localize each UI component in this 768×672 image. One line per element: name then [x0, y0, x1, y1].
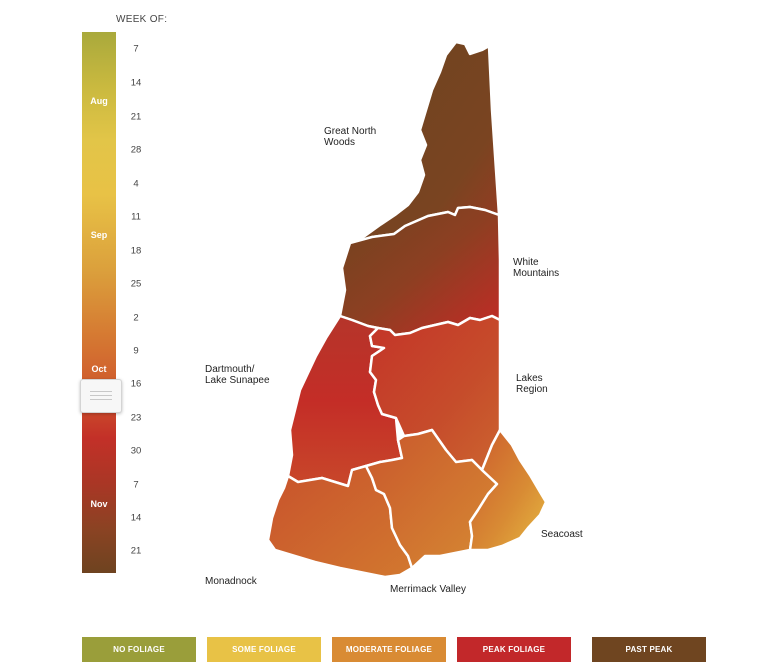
legend-past-peak[interactable]: PAST PEAK	[592, 637, 706, 662]
week-slider-thumb[interactable]	[80, 379, 122, 413]
label-white-mountains: White Mountains	[513, 257, 560, 279]
week-tick[interactable]: 30	[130, 445, 142, 457]
week-slider-track[interactable]: Aug Sep Oct Nov	[82, 32, 116, 573]
label-seacoast: Seacoast	[541, 529, 583, 540]
week-of-heading: WEEK OF:	[116, 14, 168, 25]
grip-line	[90, 395, 112, 396]
label-monadnock: Monadnock	[205, 576, 257, 587]
month-label-sep: Sep	[90, 230, 108, 240]
label-dartmouth-lake-sunapee: Dartmouth/Lake Sunapee	[205, 364, 270, 386]
week-tick[interactable]: 7	[133, 43, 139, 55]
week-tick[interactable]: 23	[130, 412, 142, 424]
month-label-oct: Oct	[91, 364, 107, 374]
region-white-mountains[interactable]	[338, 205, 502, 337]
week-tick[interactable]: 11	[131, 211, 141, 223]
month-label-nov: Nov	[90, 499, 108, 509]
legend-moderate-foliage[interactable]: MODERATE FOLIAGE	[332, 637, 446, 662]
week-tick[interactable]: 4	[133, 178, 139, 190]
week-tick[interactable]: 7	[133, 479, 139, 491]
label-merrimack-valley: Merrimack Valley	[390, 584, 466, 595]
week-tick[interactable]: 25	[130, 278, 142, 290]
week-tick[interactable]: 14	[130, 77, 142, 89]
region-seacoast[interactable]	[468, 428, 548, 552]
legend-peak-foliage[interactable]: PEAK FOLIAGE	[457, 637, 571, 662]
week-tick[interactable]: 28	[130, 144, 142, 156]
week-tick[interactable]: 18	[130, 245, 142, 257]
grip-line	[90, 391, 112, 392]
label-great-north-woods: Great North Woods	[324, 126, 377, 148]
week-tick-selected[interactable]: 16	[130, 378, 142, 390]
week-tick[interactable]: 14	[130, 512, 142, 524]
grip-line	[90, 399, 112, 400]
legend-no-foliage[interactable]: NO FOLIAGE	[82, 637, 196, 662]
week-tick[interactable]: 9	[133, 345, 139, 357]
month-label-aug: Aug	[90, 96, 108, 106]
week-tick[interactable]: 2	[133, 312, 139, 324]
week-tick[interactable]: 21	[130, 545, 142, 557]
week-tick[interactable]: 21	[130, 111, 142, 123]
legend-some-foliage[interactable]: SOME FOLIAGE	[207, 637, 321, 662]
label-lakes-region: Lakes Region	[516, 373, 548, 395]
